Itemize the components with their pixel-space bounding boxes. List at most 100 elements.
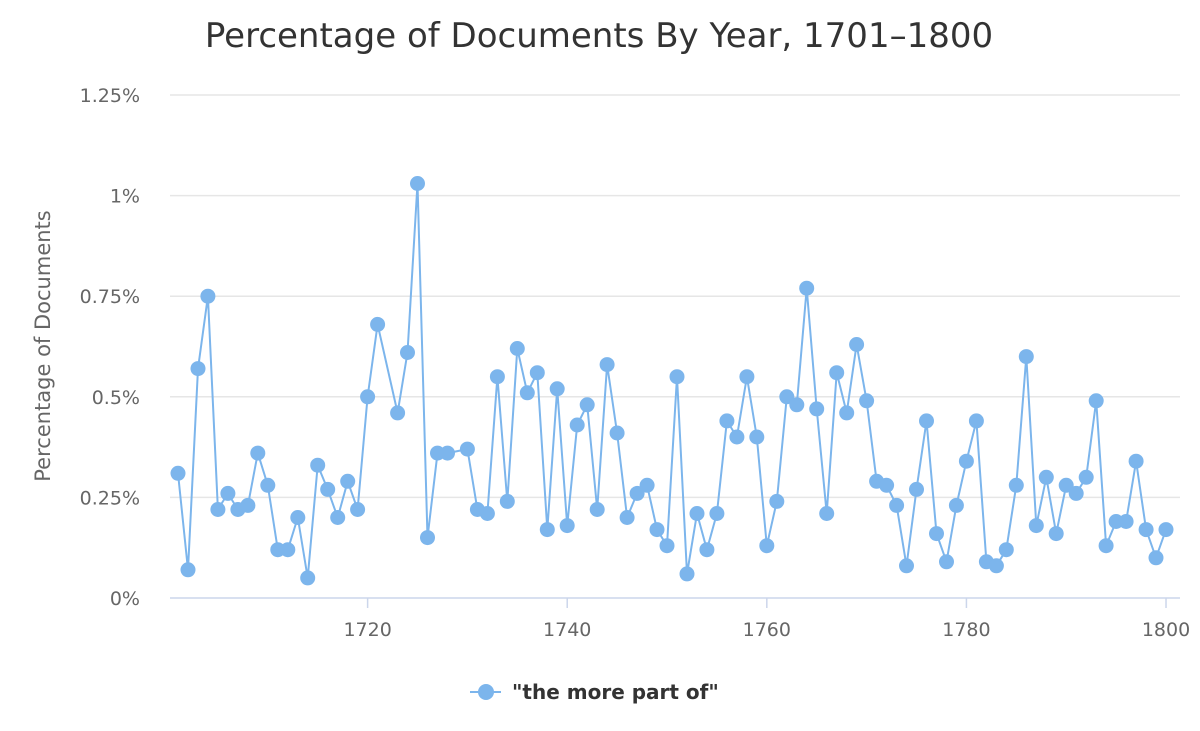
data-point[interactable] [1098, 538, 1114, 554]
data-point[interactable] [519, 385, 535, 401]
data-point[interactable] [539, 522, 555, 538]
data-point[interactable] [968, 413, 984, 429]
data-point[interactable] [879, 477, 895, 493]
data-point[interactable] [1068, 485, 1084, 501]
data-point[interactable] [669, 369, 685, 385]
data-point[interactable] [739, 369, 755, 385]
data-point[interactable] [639, 477, 655, 493]
data-point[interactable] [400, 345, 415, 360]
data-point[interactable] [799, 280, 815, 296]
data-point[interactable] [190, 361, 206, 377]
data-point[interactable] [929, 526, 944, 542]
data-point[interactable] [729, 429, 745, 445]
y-axis-ticks: 0% 0.25% 0.5% 0.75% 1% 1.25% [80, 85, 140, 610]
data-point[interactable] [499, 493, 515, 509]
data-point[interactable] [699, 542, 715, 558]
data-point[interactable] [1058, 477, 1074, 493]
data-point[interactable] [459, 441, 475, 457]
data-point[interactable] [719, 413, 735, 429]
data-point[interactable] [609, 425, 625, 441]
data-point[interactable] [779, 389, 795, 405]
data-point[interactable] [1028, 518, 1044, 534]
data-point[interactable] [310, 457, 326, 473]
data-point[interactable] [529, 365, 545, 381]
data-point[interactable] [579, 397, 595, 413]
data-point[interactable] [489, 369, 505, 385]
data-point[interactable] [829, 365, 845, 381]
data-point[interactable] [340, 473, 356, 489]
data-point[interactable] [440, 445, 455, 461]
data-point[interactable] [919, 413, 934, 429]
x-tick-label: 1800 [1142, 619, 1190, 641]
chart-title: Percentage of Documents By Year, 1701–18… [205, 16, 993, 56]
data-point[interactable] [1018, 349, 1034, 365]
data-point[interactable] [889, 497, 905, 513]
data-point[interactable] [290, 510, 306, 525]
data-point[interactable] [809, 401, 825, 417]
data-point[interactable] [839, 405, 855, 421]
data-point[interactable] [759, 538, 775, 554]
data-point[interactable] [948, 497, 964, 513]
data-point[interactable] [1148, 550, 1164, 566]
data-point[interactable] [909, 481, 924, 497]
data-point[interactable] [569, 417, 585, 433]
data-point[interactable] [819, 506, 835, 521]
data-point[interactable] [1128, 453, 1144, 469]
data-point[interactable] [619, 510, 635, 525]
data-point[interactable] [1078, 469, 1094, 485]
data-point[interactable] [769, 493, 785, 509]
data-point[interactable] [1118, 514, 1134, 529]
data-point[interactable] [280, 542, 296, 558]
data-point[interactable] [859, 393, 875, 409]
data-point[interactable] [689, 506, 705, 521]
data-point[interactable] [1048, 526, 1064, 542]
data-point[interactable] [1088, 393, 1104, 409]
data-point[interactable] [849, 337, 865, 352]
data-point[interactable] [749, 429, 765, 445]
y-tick-label: 0.25% [80, 487, 140, 509]
data-point[interactable] [170, 465, 186, 481]
data-point[interactable] [709, 506, 725, 521]
data-point[interactable] [300, 570, 316, 586]
data-point[interactable] [1008, 477, 1024, 493]
data-point[interactable] [789, 397, 805, 413]
data-point[interactable] [250, 445, 266, 461]
legend-marker [478, 684, 494, 700]
data-point[interactable] [939, 554, 954, 570]
data-point[interactable] [320, 481, 336, 497]
data-point[interactable] [659, 538, 675, 554]
data-point[interactable] [679, 566, 695, 582]
data-point[interactable] [549, 381, 565, 397]
data-point[interactable] [509, 341, 525, 356]
data-point[interactable] [559, 518, 575, 534]
data-point[interactable] [390, 405, 406, 421]
gridlines [170, 94, 1180, 499]
data-point[interactable] [1158, 522, 1174, 538]
legend[interactable]: "the more part of" [470, 680, 719, 704]
data-point[interactable] [260, 477, 276, 493]
data-point[interactable] [958, 453, 974, 469]
data-point[interactable] [240, 497, 256, 513]
x-tick-label: 1720 [343, 619, 391, 641]
data-point[interactable] [599, 357, 615, 373]
data-point[interactable] [649, 522, 665, 538]
data-point[interactable] [629, 485, 645, 501]
data-point[interactable] [479, 506, 495, 521]
data-point[interactable] [370, 316, 386, 332]
data-point[interactable] [420, 530, 435, 546]
data-point[interactable] [200, 288, 216, 304]
data-point[interactable] [998, 542, 1014, 558]
data-point[interactable] [899, 558, 914, 574]
data-point[interactable] [210, 502, 226, 517]
data-point[interactable] [410, 176, 425, 191]
data-point[interactable] [1038, 469, 1054, 485]
data-point[interactable] [589, 502, 605, 517]
data-point[interactable] [180, 562, 196, 578]
data-point[interactable] [220, 485, 236, 501]
data-point[interactable] [988, 558, 1004, 574]
data-point[interactable] [1138, 522, 1154, 538]
data-point[interactable] [360, 389, 376, 405]
data-point[interactable] [350, 502, 366, 517]
data-point[interactable] [330, 510, 346, 525]
